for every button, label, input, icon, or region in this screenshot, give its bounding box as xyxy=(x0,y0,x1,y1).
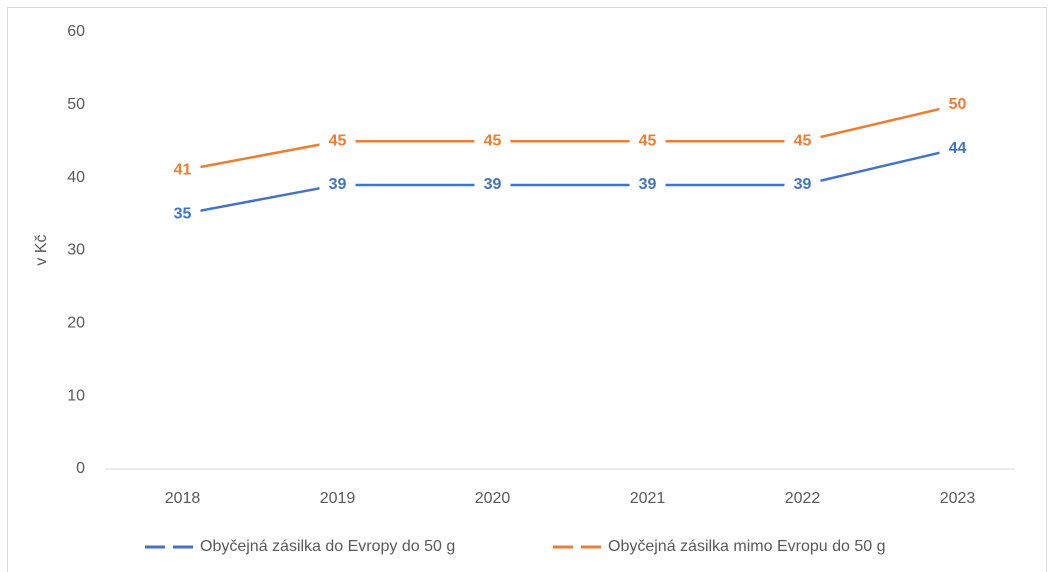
data-label: 39 xyxy=(484,176,502,193)
y-tick-label: 40 xyxy=(67,169,85,186)
data-label-bg xyxy=(784,173,821,196)
data-label: 35 xyxy=(174,205,192,222)
x-tick-label: 2019 xyxy=(320,490,356,507)
data-label-bg xyxy=(629,130,666,153)
data-label: 39 xyxy=(329,176,347,193)
data-label: 41 xyxy=(174,162,192,179)
data-label: 39 xyxy=(794,176,812,193)
y-tick-label: 60 xyxy=(67,23,85,40)
y-axis-label: v Kč xyxy=(33,234,50,265)
data-label-bg xyxy=(164,159,201,182)
data-label-bg xyxy=(319,173,356,196)
y-tick-label: 50 xyxy=(67,96,85,113)
data-label: 44 xyxy=(949,140,967,157)
data-label: 45 xyxy=(484,132,502,149)
x-tick-label: 2022 xyxy=(785,490,821,507)
x-tick-label: 2021 xyxy=(630,490,666,507)
x-tick-label: 2023 xyxy=(940,490,976,507)
data-label-bg xyxy=(474,173,511,196)
x-tick-label: 2020 xyxy=(475,490,511,507)
y-tick-label: 10 xyxy=(67,387,85,404)
data-label: 39 xyxy=(639,176,657,193)
data-label-bg xyxy=(784,130,821,153)
data-label-bg xyxy=(319,130,356,153)
data-label: 45 xyxy=(794,132,812,149)
legend-label: Obyčejná zásilka mimo Evropu do 50 g xyxy=(608,538,885,555)
series-line xyxy=(182,147,958,216)
y-tick-label: 30 xyxy=(67,242,85,259)
y-tick-label: 20 xyxy=(67,315,85,332)
chart-border xyxy=(7,7,1047,572)
data-label: 45 xyxy=(329,132,347,149)
series-line xyxy=(182,103,958,172)
data-label-bg xyxy=(474,130,511,153)
data-label-bg xyxy=(164,203,201,226)
x-tick-label: 2018 xyxy=(165,490,201,507)
data-label: 45 xyxy=(639,132,657,149)
legend-label: Obyčejná zásilka do Evropy do 50 g xyxy=(200,538,455,555)
data-label-bg xyxy=(939,93,976,116)
data-label: 50 xyxy=(949,96,967,113)
y-tick-label: 0 xyxy=(76,460,85,477)
data-label-bg xyxy=(939,137,976,160)
data-label-bg xyxy=(629,173,666,196)
